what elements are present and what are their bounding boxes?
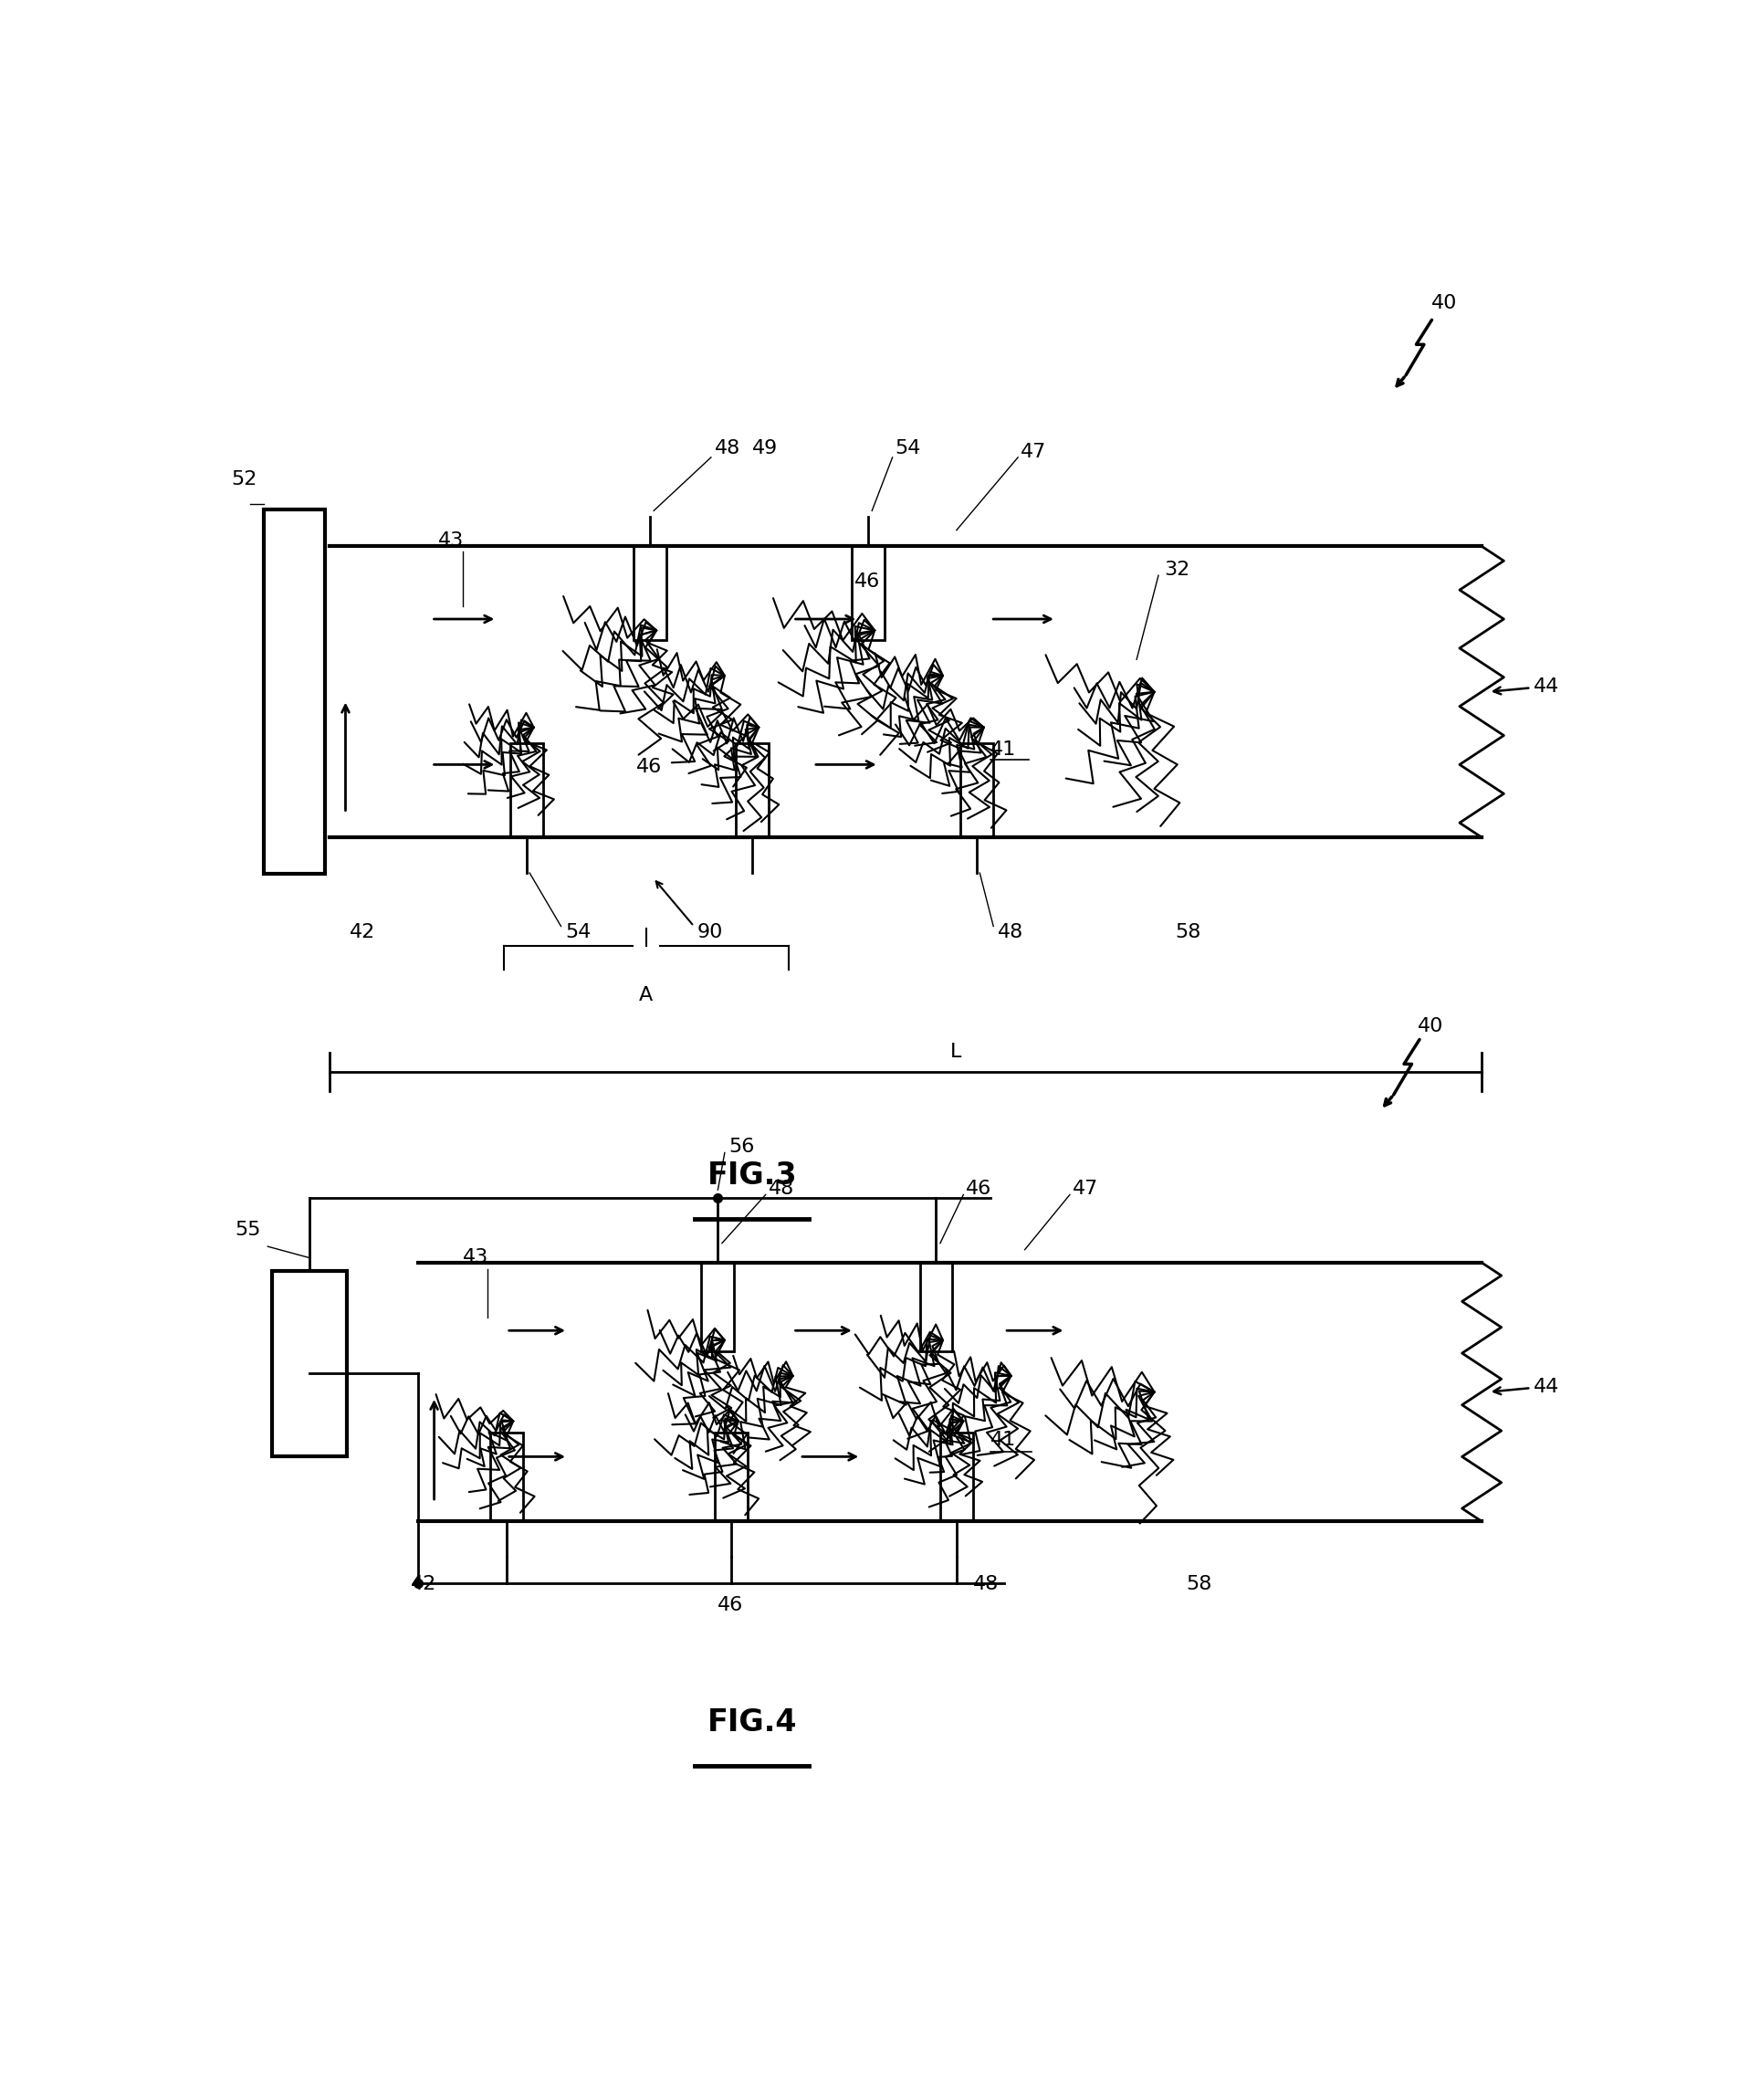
Text: 58: 58 bbox=[1176, 924, 1200, 941]
Text: 42: 42 bbox=[410, 1575, 436, 1594]
Text: FIG.3: FIG.3 bbox=[708, 1161, 797, 1191]
Text: 40: 40 bbox=[1417, 1016, 1443, 1035]
Bar bbox=[489, 1432, 523, 1520]
Text: 46: 46 bbox=[718, 1596, 744, 1615]
Text: 42: 42 bbox=[350, 924, 375, 941]
Bar bbox=[920, 1262, 952, 1352]
Text: 49: 49 bbox=[752, 439, 778, 458]
Bar bbox=[736, 743, 769, 838]
Text: 43: 43 bbox=[438, 531, 465, 550]
Text: 48: 48 bbox=[769, 1180, 794, 1199]
Text: A: A bbox=[639, 987, 653, 1004]
Text: 54: 54 bbox=[565, 924, 591, 941]
Text: 56: 56 bbox=[729, 1138, 755, 1157]
Text: 43: 43 bbox=[463, 1247, 489, 1266]
Bar bbox=[510, 743, 544, 838]
Text: L: L bbox=[950, 1042, 961, 1060]
Text: 44: 44 bbox=[1494, 676, 1559, 695]
Text: 46: 46 bbox=[635, 758, 662, 777]
Text: 52: 52 bbox=[231, 470, 257, 489]
Text: 46: 46 bbox=[854, 571, 880, 590]
Text: 46: 46 bbox=[966, 1180, 993, 1199]
Text: 48: 48 bbox=[715, 439, 741, 458]
Text: 47: 47 bbox=[1072, 1180, 1098, 1199]
Text: 41: 41 bbox=[991, 741, 1017, 758]
Text: 90: 90 bbox=[697, 924, 723, 941]
Bar bbox=[271, 1270, 347, 1457]
Bar bbox=[852, 546, 884, 640]
Text: 47: 47 bbox=[1021, 443, 1047, 462]
Text: 58: 58 bbox=[1186, 1575, 1211, 1594]
Bar bbox=[702, 1262, 734, 1352]
Text: FIG.4: FIG.4 bbox=[708, 1707, 797, 1737]
Text: 40: 40 bbox=[1431, 294, 1457, 313]
Bar bbox=[264, 510, 326, 874]
Text: 32: 32 bbox=[1163, 561, 1190, 580]
Bar bbox=[940, 1432, 973, 1520]
Text: 48: 48 bbox=[998, 924, 1023, 941]
Text: 48: 48 bbox=[973, 1575, 998, 1594]
Text: 44: 44 bbox=[1494, 1378, 1559, 1396]
Text: 41: 41 bbox=[991, 1430, 1017, 1449]
Bar bbox=[715, 1432, 748, 1520]
Bar bbox=[961, 743, 993, 838]
Bar bbox=[634, 546, 665, 640]
Text: 54: 54 bbox=[896, 439, 920, 458]
Text: 55: 55 bbox=[234, 1220, 260, 1239]
